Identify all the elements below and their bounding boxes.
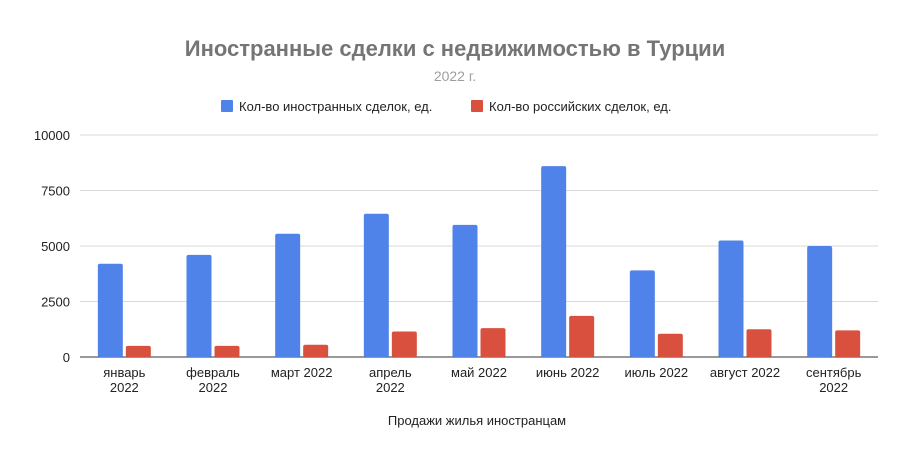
bar-foreign-deals bbox=[275, 233, 301, 357]
y-tick-label: 0 bbox=[63, 350, 70, 365]
bar-russian-deals bbox=[303, 344, 329, 357]
x-axis-label: Продажи жилья иностранцам bbox=[388, 413, 566, 428]
legend-swatch-foreign bbox=[221, 100, 233, 112]
y-tick-label: 2500 bbox=[41, 295, 70, 310]
bar-foreign-deals bbox=[363, 213, 389, 357]
x-tick-label: май 2022 bbox=[451, 365, 507, 380]
x-tick-label: август 2022 bbox=[710, 365, 780, 380]
x-axis-ticks: январь 2022 февраль 2022 март 2022 апрель 2022… bbox=[103, 365, 861, 395]
bar-foreign-deals bbox=[97, 263, 123, 357]
x-tick-label: апрель 2022 bbox=[369, 365, 412, 395]
y-tick-label: 5000 bbox=[41, 239, 70, 254]
bar-russian-deals bbox=[391, 331, 417, 357]
x-tick-label: июнь 2022 bbox=[536, 365, 600, 380]
bar-russian-deals bbox=[569, 315, 595, 357]
y-tick-label: 7500 bbox=[41, 184, 70, 199]
chart-subtitle: 2022 г. bbox=[434, 68, 476, 84]
x-tick-label: февраль 2022 bbox=[186, 365, 240, 395]
legend-label-russian: Кол-во российских сделок, ед. bbox=[489, 99, 671, 114]
bar-russian-deals bbox=[214, 345, 240, 357]
y-axis-ticks: 0 2500 5000 7500 10000 bbox=[34, 128, 70, 365]
y-tick-label: 10000 bbox=[34, 128, 70, 143]
bar-foreign-deals bbox=[629, 270, 655, 357]
gridlines bbox=[80, 134, 878, 358]
bar-russian-deals bbox=[657, 333, 683, 357]
bar-foreign-deals bbox=[718, 240, 744, 357]
x-tick-label: июль 2022 bbox=[625, 365, 689, 380]
bar-foreign-deals bbox=[186, 254, 212, 357]
bars bbox=[97, 166, 861, 357]
bar-foreign-deals bbox=[452, 224, 478, 357]
legend: Кол-во иностранных сделок, ед. Кол-во ро… bbox=[221, 99, 671, 114]
x-tick-label: март 2022 bbox=[271, 365, 333, 380]
bar-russian-deals bbox=[746, 329, 772, 357]
bar-foreign-deals bbox=[541, 166, 567, 357]
bar-russian-deals bbox=[480, 328, 506, 357]
legend-label-foreign: Кол-во иностранных сделок, ед. bbox=[239, 99, 432, 114]
legend-swatch-russian bbox=[471, 100, 483, 112]
x-tick-label: январь 2022 bbox=[103, 365, 145, 395]
x-tick-label: сентябрь 2022 bbox=[806, 365, 862, 395]
bar-russian-deals bbox=[125, 345, 151, 357]
chart-title: Иностранные сделки с недвижимостью в Тур… bbox=[185, 36, 725, 61]
bar-foreign-deals bbox=[807, 246, 833, 357]
bar-russian-deals bbox=[835, 330, 861, 357]
